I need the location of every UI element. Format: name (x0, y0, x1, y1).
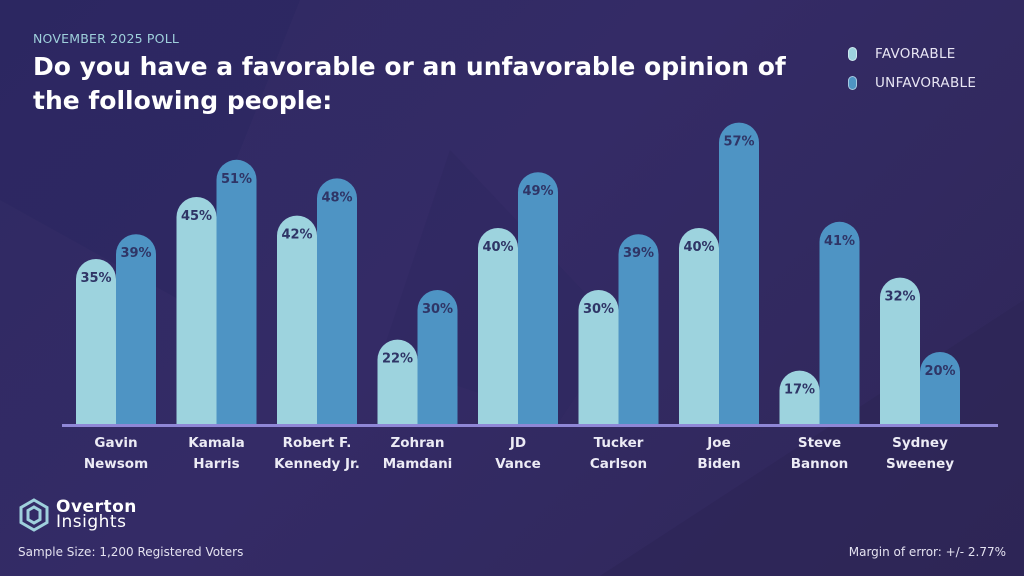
favorable-bar (679, 228, 719, 424)
bar-value-label: 35% (80, 271, 111, 286)
category-label-line: Vance (495, 456, 541, 472)
bar-value-label: 40% (683, 240, 714, 255)
favorable-bar (277, 215, 317, 424)
unfavorable-bar (417, 290, 458, 424)
bar-value-label: 22% (382, 352, 413, 367)
unfavorable-bar (216, 159, 257, 424)
category-label-line: Harris (193, 456, 240, 472)
category-label-line: JD (509, 435, 527, 451)
logo-text-line1: Overton (56, 497, 137, 517)
bar-value-label: 48% (321, 190, 352, 205)
category-label: Zohran Mamdani (368, 433, 468, 475)
category-label: Sydney Sweeney (870, 433, 970, 475)
category-label-line: Joe (707, 435, 731, 451)
category-label-line: Tucker (593, 435, 644, 451)
unfavorable-bar (920, 352, 960, 424)
bar-value-label: 39% (120, 246, 151, 261)
sample-size-value: 1,200 Registered Voters (99, 545, 244, 559)
category-label-line: Bannon (790, 456, 849, 472)
favorable-bar (779, 370, 820, 424)
bar-value-label: 30% (422, 302, 453, 317)
category-label-line: Biden (697, 456, 741, 472)
margin-of-error: Margin of error: +/- 2.77% (848, 545, 1006, 559)
category-label-line: Kennedy Jr. (274, 456, 360, 472)
sample-size-label: Sample Size: (18, 545, 96, 559)
legend-swatch-favorable (848, 46, 857, 61)
category-label-line: Gavin (94, 435, 138, 451)
bar-value-label: 39% (623, 246, 654, 261)
favorable-bar (76, 259, 116, 424)
category-label-line: Sweeney (885, 456, 955, 472)
sample-size: Sample Size: 1,200 Registered Voters (18, 545, 243, 559)
unfavorable-bar (116, 234, 156, 424)
category-label: Joe Biden (669, 433, 769, 475)
category-label: Gavin Newsom (66, 433, 166, 475)
category-label: Tucker Carlson (569, 433, 669, 475)
category-label-line: Kamala (188, 435, 245, 451)
bar-value-label: 42% (281, 228, 312, 243)
unfavorable-bar (317, 178, 357, 424)
category-label-line: Sydney (892, 435, 948, 451)
bar-value-label: 40% (482, 240, 513, 255)
bar-value-label: 32% (884, 290, 915, 305)
category-label-line: Steve (797, 435, 842, 451)
bar-value-label: 45% (181, 209, 212, 224)
legend-label: UNFAVORABLE (875, 74, 977, 91)
category-label-line: Zohran (390, 435, 445, 451)
unfavorable-bar (819, 221, 860, 424)
favorable-bar (176, 197, 217, 424)
unfavorable-bar (518, 172, 558, 424)
favorable-bar (880, 277, 920, 424)
hexagon-logo-icon (19, 498, 49, 532)
bar-value-label: 57% (723, 135, 754, 150)
unfavorable-bar (719, 122, 759, 425)
legend-label: FAVORABLE (875, 45, 956, 62)
bar-value-label: 20% (924, 364, 955, 379)
legend-item-unfavorable: UNFAVORABLE (848, 68, 976, 97)
category-label-line: Carlson (589, 456, 648, 472)
bar-value-label: 49% (522, 184, 553, 199)
category-label-line: Mamdani (382, 456, 453, 472)
poll-date-label: NOVEMBER 2025 POLL (33, 31, 180, 46)
bar-value-label: 17% (784, 383, 815, 398)
overton-insights-logo: Overton Insights (18, 498, 137, 532)
chart-title: Do you have a favorable or an unfavorabl… (33, 52, 786, 115)
legend: FAVORABLE UNFAVORABLE (848, 39, 976, 97)
favorable-bar (578, 290, 619, 424)
logo-text-line2: Insights (56, 512, 127, 532)
legend-swatch-unfavorable (848, 75, 857, 90)
bar-value-label: 41% (824, 234, 855, 249)
category-label: Robert F. Kennedy Jr. (267, 433, 367, 475)
category-label: Steve Bannon (770, 433, 870, 475)
favorable-bar (377, 339, 418, 424)
bar-value-label: 51% (221, 172, 252, 187)
category-label: Kamala Harris (167, 433, 267, 475)
legend-item-favorable: FAVORABLE (848, 39, 976, 68)
unfavorable-bar (618, 234, 659, 424)
favorable-bar (478, 228, 518, 424)
category-label: JD Vance (468, 433, 568, 475)
category-label-line: Newsom (83, 456, 149, 472)
category-label-line: Robert F. (282, 435, 352, 451)
bar-value-label: 30% (583, 302, 614, 317)
